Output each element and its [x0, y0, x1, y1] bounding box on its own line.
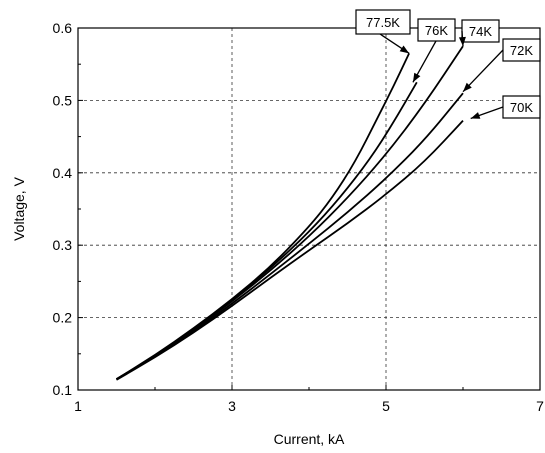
callout-label: 74K: [469, 24, 492, 39]
y-tick-label: 0.5: [53, 92, 73, 108]
callout-arrow-head: [458, 36, 466, 47]
y-tick-label: 0.6: [53, 20, 73, 36]
x-tick-label: 1: [74, 398, 82, 414]
callout-arrow-head: [399, 45, 410, 54]
callout-2: 74K: [458, 19, 500, 47]
y-tick-label: 0.4: [53, 165, 73, 181]
series-line-3: [116, 92, 464, 380]
x-tick-label: 5: [382, 398, 390, 414]
series-line-0: [116, 52, 410, 380]
callout-arrow-head: [412, 72, 421, 83]
callout-0: 77.5K: [355, 9, 411, 54]
callout-arrow-line: [462, 49, 504, 93]
callout-label: 70K: [510, 100, 533, 115]
x-axis-title: Current, kA: [274, 431, 345, 447]
series-line-1: [116, 81, 418, 380]
y-tick-label: 0.2: [53, 310, 73, 326]
grid: [78, 28, 540, 390]
callout-arrow-head: [470, 112, 481, 119]
y-tick-label: 0.1: [53, 382, 73, 398]
x-tick-label: 3: [228, 398, 236, 414]
series-lines: [116, 45, 464, 381]
callout-label: 76K: [425, 23, 448, 38]
series-line-4: [116, 120, 464, 381]
x-tick-label: 7: [536, 398, 544, 414]
plot-area-frame: [77, 27, 541, 391]
y-tick-label: 0.3: [53, 237, 73, 253]
callout-box: [417, 18, 456, 42]
callout-label: 72K: [510, 43, 533, 58]
callout-1: 76K: [412, 18, 456, 83]
callout-3: 72K: [462, 38, 541, 93]
y-axis-title: Voltage, V: [11, 176, 27, 240]
callout-box: [355, 9, 411, 35]
callout-4: 70K: [470, 95, 541, 120]
callout-arrow-head: [463, 82, 472, 92]
callouts: 77.5K 76K 74K 72K 70K: [355, 9, 541, 120]
callout-label: 77.5K: [366, 15, 400, 30]
axis-ticks: 1 3 5 7 0.1 0.2 0.3 0.4 0.5 0.6: [53, 20, 545, 414]
series-line-2: [116, 45, 464, 380]
